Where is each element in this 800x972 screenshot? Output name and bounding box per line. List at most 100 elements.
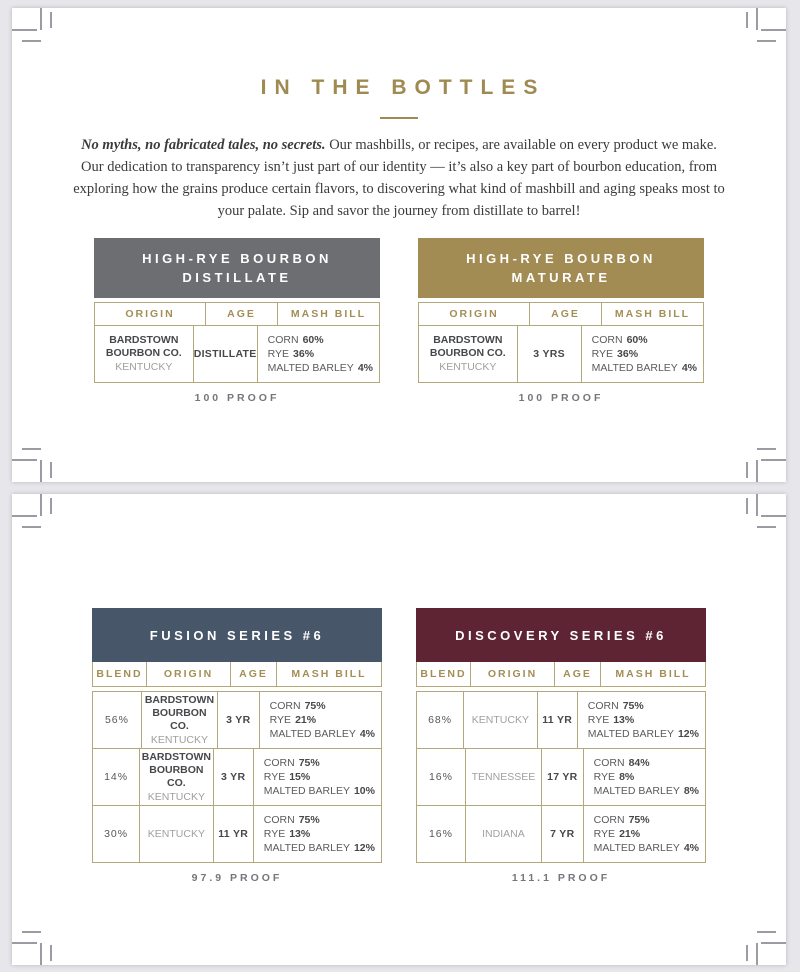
cell-mash-bill: CORN 75% RYE 21% MALTED BARLEY 4% [582, 806, 705, 862]
grain-value: 21% [295, 714, 317, 726]
grain-label: CORN [267, 334, 299, 346]
grain-label: CORN [263, 814, 295, 826]
grain-value: 13% [289, 828, 311, 840]
grain-label: CORN [263, 757, 295, 769]
page-title: IN THE BOTTLES [260, 76, 546, 99]
crop-mark-line [12, 515, 37, 517]
grain-label: MALTED BARLEY [593, 842, 680, 854]
column-header-row: BLEND ORIGIN AGE MASH BILL [416, 662, 706, 687]
cell-origin: BARDSTOWN BOURBON CO. KENTUCKY [140, 692, 217, 748]
grain-label: MALTED BARLEY [263, 785, 350, 797]
table-row: 16% TENNESSEE 17 YR CORN 84% RYE 8% MALTED… [417, 748, 705, 805]
crop-mark-line [757, 931, 776, 933]
grain-value: 36% [293, 348, 315, 360]
column-header-blend: BLEND [420, 668, 467, 680]
mash-line: MALTED BARLEY 4% [594, 841, 699, 855]
column-header-blend: BLEND [96, 668, 143, 680]
column-header-origin: ORIGIN [470, 662, 554, 686]
column-header-mash-bill: MASH BILL [276, 662, 381, 686]
mash-line: MALTED BARLEY 4% [270, 727, 375, 741]
grain-value: 60% [302, 334, 324, 346]
cell-age: 17 YR [540, 749, 583, 805]
cell-blend: 56% [104, 714, 129, 726]
origin-name: BARDSTOWN BOURBON CO. [144, 693, 215, 732]
cell-origin: INDIANA [464, 806, 541, 862]
mashbill-grid: ORIGIN AGE MASH BILL BARDSTOWN BOURBON C… [94, 302, 380, 383]
origin-state: KENTUCKY [147, 828, 205, 840]
column-header-origin: ORIGIN [146, 662, 230, 686]
cell-origin: BARDSTOWN BOURBON CO. KENTUCKY [95, 326, 193, 382]
grain-value: 10% [353, 785, 375, 797]
grain-label: RYE [593, 828, 616, 840]
cell-mash-bill: CORN 60% RYE 36% MALTED BARLEY 4% [256, 326, 379, 382]
crop-mark-line [50, 12, 52, 28]
grain-label: RYE [587, 714, 610, 726]
mashbill-table-fusion-series-6: FUSION SERIES #6 BLEND ORIGIN AGE MASH B… [92, 608, 382, 884]
grain-value: 75% [298, 757, 320, 769]
crop-mark-line [757, 526, 776, 528]
grain-label: RYE [263, 771, 286, 783]
crop-mark-line [50, 945, 52, 961]
grain-value: 12% [677, 728, 699, 740]
mash-line: CORN 75% [264, 813, 320, 827]
crop-mark-line [22, 526, 41, 528]
crop-mark-line [761, 29, 786, 31]
intro-lead: No myths, no fabricated tales, no secret… [81, 137, 326, 153]
crop-mark-line [756, 460, 758, 482]
mash-line: RYE 21% [270, 713, 316, 727]
crop-mark-line [22, 931, 41, 933]
mash-line: CORN 75% [588, 699, 644, 713]
crop-mark-top-left [12, 8, 56, 52]
intro-paragraph: No myths, no fabricated tales, no secret… [71, 134, 727, 222]
grain-value: 75% [304, 700, 326, 712]
title-divider [380, 117, 418, 119]
grain-value: 4% [681, 362, 697, 374]
crop-mark-line [12, 942, 37, 944]
mash-line: RYE 36% [592, 347, 638, 361]
grain-label: MALTED BARLEY [587, 728, 674, 740]
grain-value: 4% [357, 362, 373, 374]
crop-mark-line [746, 498, 748, 514]
mash-line: CORN 75% [594, 813, 650, 827]
mashbill-table-discovery-series-6: DISCOVERY SERIES #6 BLEND ORIGIN AGE MAS… [416, 608, 706, 884]
tables-row: FUSION SERIES #6 BLEND ORIGIN AGE MASH B… [12, 608, 786, 884]
crop-mark-line [12, 29, 37, 31]
band-gap [94, 298, 380, 302]
table-row: 68% KENTUCKY 11 YR CORN 75% RYE 13% MALTED… [417, 692, 705, 748]
mashbill-table-high-rye-distillate: HIGH-RYE BOURBON DISTILLATE ORIGIN AGE M… [94, 238, 380, 404]
crop-mark-line [22, 40, 41, 42]
mash-line: CORN 60% [592, 333, 648, 347]
column-header-origin: ORIGIN [125, 308, 175, 320]
crop-mark-line [761, 459, 786, 461]
grain-label: CORN [593, 814, 625, 826]
mash-line: MALTED BARLEY 12% [264, 841, 375, 855]
mash-line: RYE 36% [268, 347, 314, 361]
grain-label: RYE [591, 348, 614, 360]
mash-line: RYE 15% [264, 770, 310, 784]
grain-label: CORN [269, 700, 301, 712]
crop-mark-bottom-left [12, 438, 56, 482]
mash-line: MALTED BARLEY 8% [594, 784, 699, 798]
cell-age: 3 YR [216, 692, 259, 748]
mash-line: MALTED BARLEY 4% [268, 361, 373, 375]
proof-label: 100 PROOF [518, 392, 604, 404]
crop-mark-line [761, 942, 786, 944]
crop-mark-top-right [742, 494, 786, 538]
grain-label: RYE [263, 828, 286, 840]
cell-mash-bill: CORN 60% RYE 36% MALTED BARLEY 4% [580, 326, 703, 382]
table-title-band: HIGH-RYE BOURBON DISTILLATE [94, 238, 380, 298]
mash-line: RYE 21% [594, 827, 640, 841]
table-row: 16% INDIANA 7 YR CORN 75% RYE 21% MALTED B… [417, 805, 705, 862]
grain-label: CORN [591, 334, 623, 346]
grain-value: 12% [353, 842, 375, 854]
crop-mark-bottom-right [742, 921, 786, 965]
column-header-age: AGE [529, 303, 601, 325]
origin-state: KENTUCKY [439, 361, 497, 373]
band-gap [416, 687, 706, 691]
column-header-mash-bill: MASH BILL [600, 662, 705, 686]
tables-row: HIGH-RYE BOURBON DISTILLATE ORIGIN AGE M… [12, 238, 786, 404]
cell-origin: KENTUCKY [139, 806, 212, 862]
crop-mark-line [756, 494, 758, 516]
grain-value: 21% [619, 828, 641, 840]
band-gap [92, 687, 382, 691]
